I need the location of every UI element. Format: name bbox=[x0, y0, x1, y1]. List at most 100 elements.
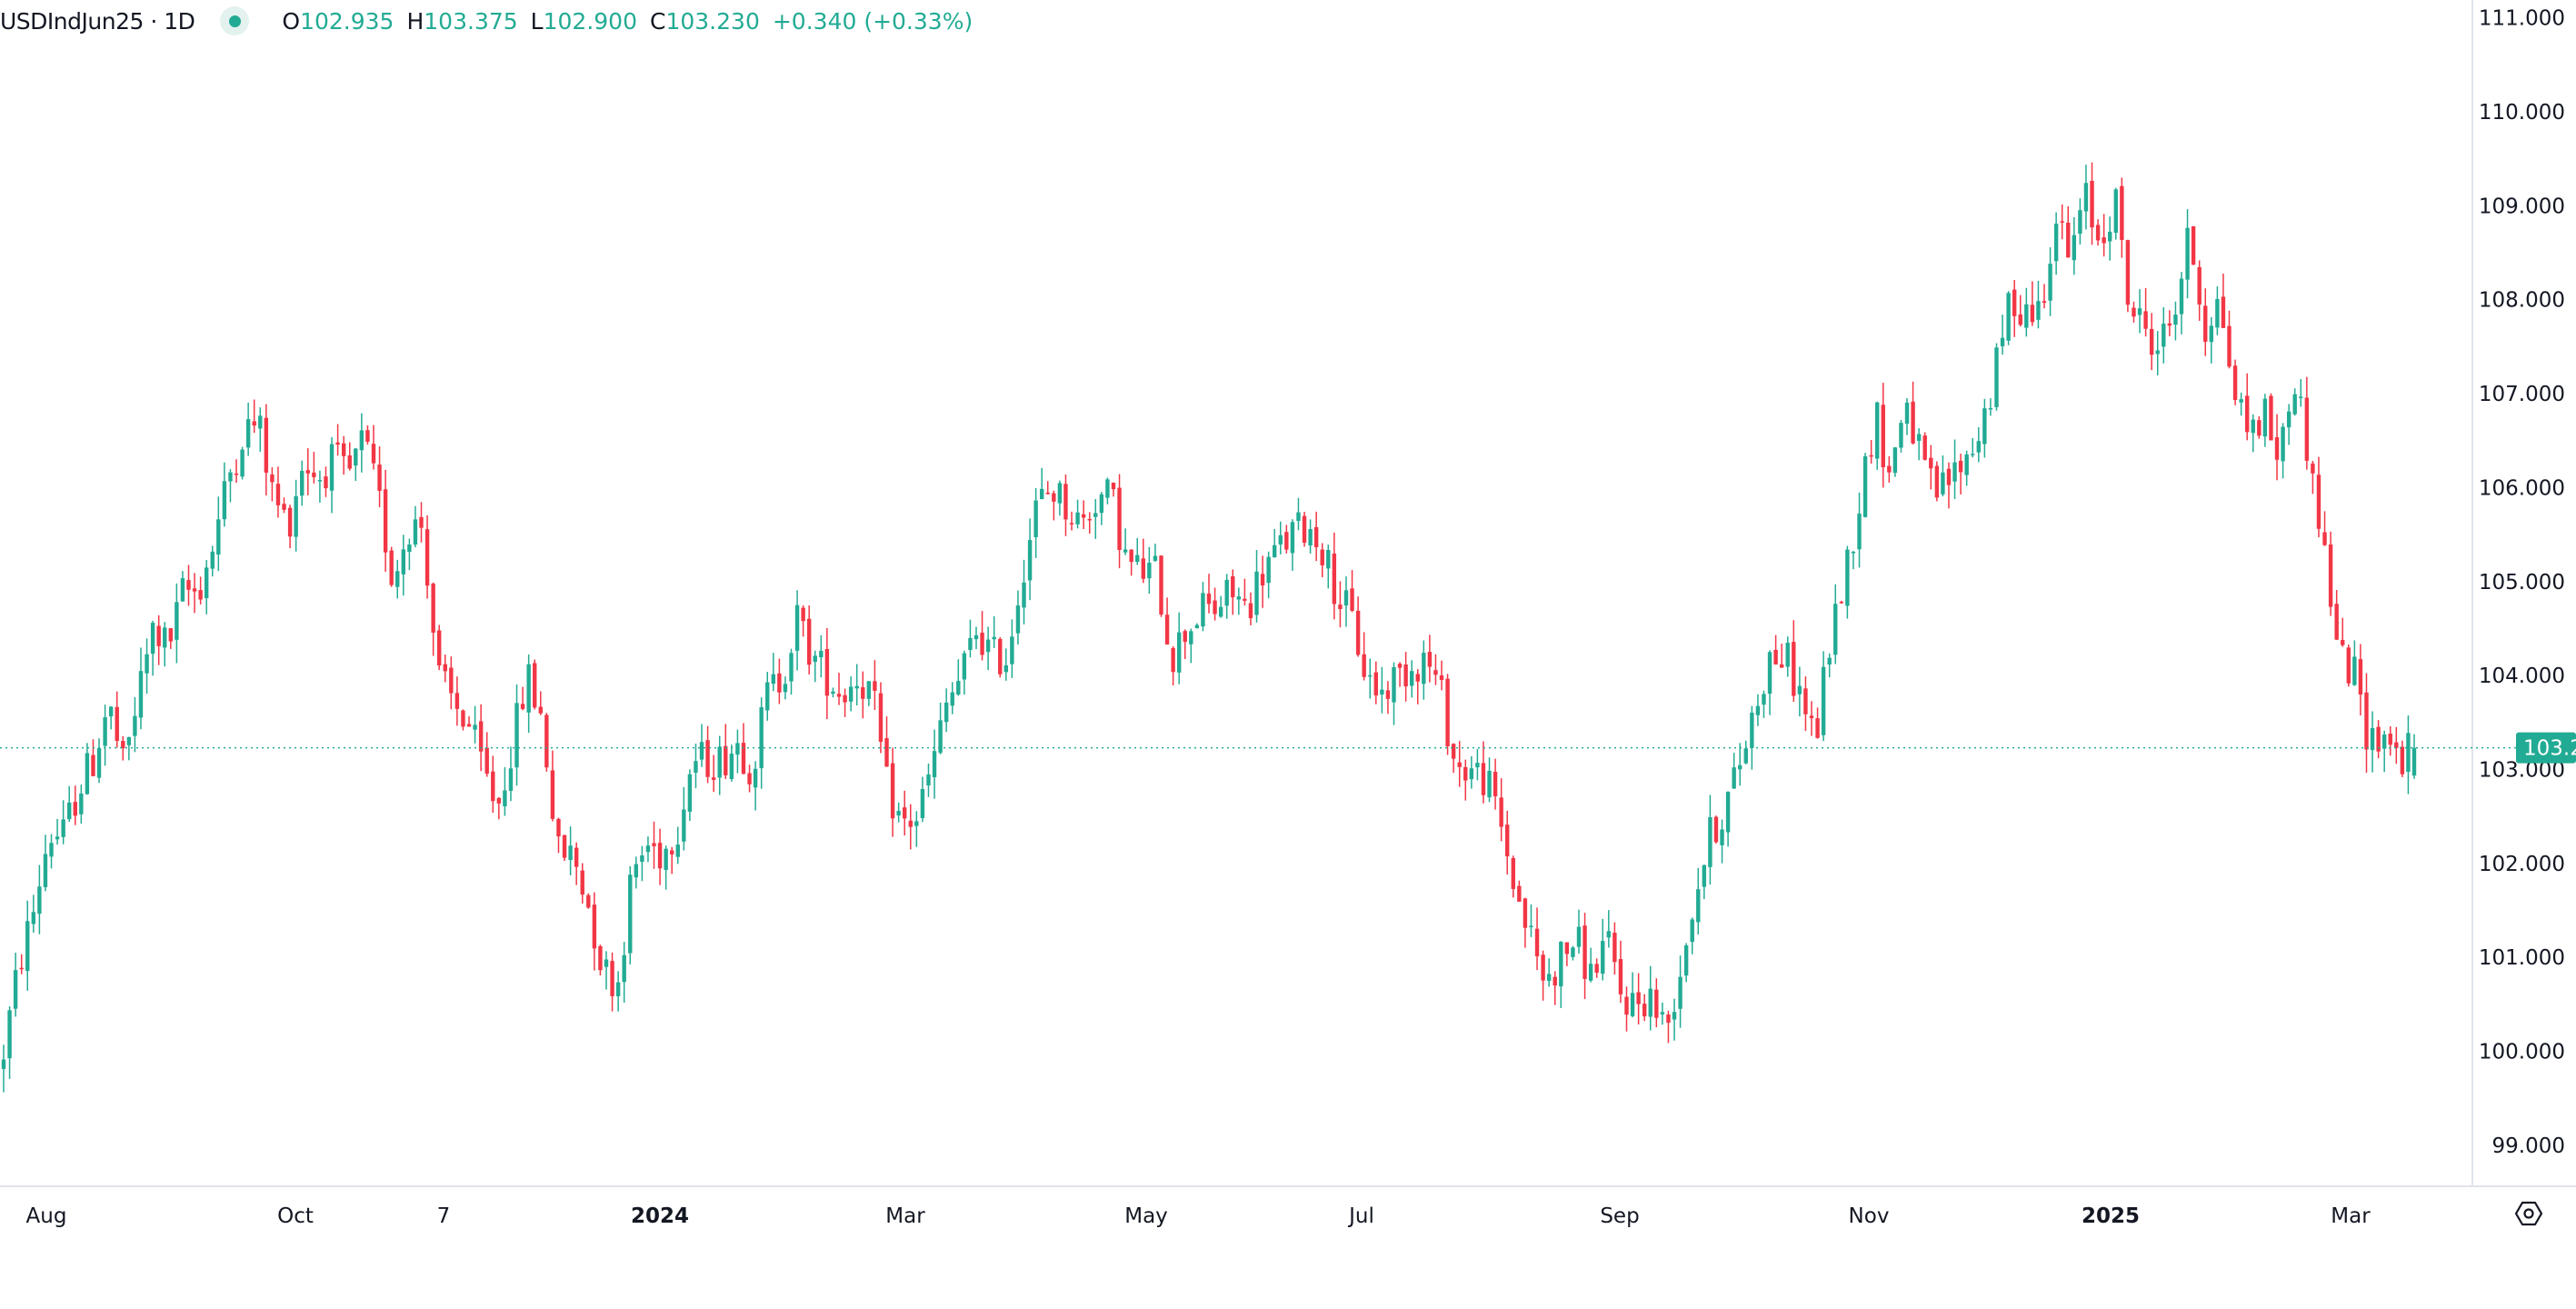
candle bbox=[514, 684, 519, 786]
candle-body bbox=[1827, 657, 1832, 664]
candle bbox=[198, 576, 203, 605]
candle-body bbox=[1481, 763, 1486, 795]
candle-body bbox=[413, 519, 418, 545]
candle-body bbox=[973, 635, 979, 640]
candle bbox=[1636, 973, 1641, 1024]
candle bbox=[1254, 550, 1259, 623]
candle bbox=[1493, 758, 1498, 810]
candle bbox=[234, 459, 239, 484]
candle-body bbox=[843, 694, 847, 703]
candle bbox=[1988, 398, 1993, 416]
candle-body bbox=[1224, 579, 1229, 606]
candle bbox=[1057, 480, 1063, 516]
candle bbox=[1343, 576, 1349, 627]
candle-body bbox=[7, 1010, 12, 1059]
candle-body bbox=[556, 818, 561, 837]
candle-body bbox=[1248, 603, 1253, 619]
candle bbox=[1762, 690, 1766, 718]
candle bbox=[1576, 909, 1582, 954]
candle bbox=[843, 688, 847, 717]
candle bbox=[926, 764, 931, 797]
candle-body bbox=[705, 740, 710, 777]
candle bbox=[329, 436, 334, 514]
candle-body bbox=[2120, 185, 2124, 240]
candle bbox=[538, 691, 543, 715]
candle-body bbox=[884, 738, 889, 767]
candle bbox=[2078, 198, 2082, 245]
candle-body bbox=[1033, 500, 1038, 537]
candle bbox=[1385, 681, 1391, 714]
candle-body bbox=[503, 790, 507, 807]
candle bbox=[1612, 922, 1617, 975]
candle-body bbox=[992, 636, 996, 640]
price-tick-label: 108.000 bbox=[2479, 289, 2565, 313]
candle bbox=[2137, 289, 2142, 334]
candle bbox=[1069, 511, 1074, 531]
candle-body bbox=[1063, 484, 1068, 520]
candle bbox=[1845, 545, 1850, 619]
candle-body bbox=[287, 507, 293, 537]
candle bbox=[1922, 432, 1927, 461]
candle bbox=[2060, 204, 2064, 240]
candle bbox=[2364, 673, 2369, 774]
candle-body bbox=[1773, 649, 1778, 664]
time-axis[interactable]: Aug Oct 7 2024 Mar May Jul Sep Nov 2025 Mar bbox=[26, 1204, 2371, 1228]
candle bbox=[31, 894, 36, 933]
candle-body bbox=[1851, 551, 1856, 554]
candle-body bbox=[908, 820, 913, 827]
candle bbox=[1660, 1002, 1665, 1025]
candle-body bbox=[1499, 797, 1503, 827]
candle bbox=[1534, 907, 1540, 971]
candle-body bbox=[1099, 494, 1104, 514]
candle-body bbox=[789, 653, 794, 682]
candle bbox=[1738, 743, 1742, 786]
candle bbox=[1326, 545, 1331, 589]
gear-icon[interactable] bbox=[2514, 1199, 2543, 1228]
candle-body bbox=[478, 721, 484, 752]
candle bbox=[175, 583, 179, 664]
candle-body bbox=[1433, 670, 1438, 675]
candle-body bbox=[1373, 672, 1379, 695]
candle-body bbox=[806, 618, 812, 665]
candle bbox=[806, 605, 812, 674]
market-status-icon[interactable] bbox=[220, 6, 250, 35]
candle-body bbox=[1164, 615, 1170, 645]
candle bbox=[305, 448, 310, 495]
candle bbox=[2149, 313, 2154, 371]
candle bbox=[973, 626, 979, 650]
candle bbox=[866, 681, 872, 706]
candle bbox=[1767, 650, 1772, 715]
symbol-title[interactable]: USDIndJun25 · 1D bbox=[0, 7, 195, 35]
candle-body bbox=[2215, 298, 2220, 328]
candle-body bbox=[2072, 235, 2077, 261]
candle bbox=[1278, 521, 1283, 555]
candle bbox=[2066, 205, 2071, 258]
candle-body bbox=[1899, 423, 1903, 448]
candle-body bbox=[240, 449, 245, 477]
candle bbox=[2012, 279, 2017, 337]
candle bbox=[324, 466, 328, 497]
candle-body bbox=[2334, 604, 2339, 640]
candle-body bbox=[305, 470, 310, 474]
candle bbox=[1475, 748, 1480, 781]
candle bbox=[2370, 711, 2375, 773]
candle-body bbox=[1546, 974, 1552, 982]
candle bbox=[449, 656, 454, 710]
candle bbox=[431, 582, 435, 656]
candle-body bbox=[1010, 636, 1014, 664]
candle bbox=[1439, 660, 1444, 691]
price-axis[interactable]: 111.000 110.000 109.000 108.000 107.000 106.0… bbox=[2479, 7, 2565, 1158]
candle-body bbox=[1517, 885, 1522, 902]
candle-body bbox=[210, 551, 215, 569]
candle-body bbox=[108, 706, 114, 717]
candle bbox=[861, 671, 865, 719]
candle bbox=[848, 676, 854, 712]
candle-body bbox=[777, 673, 782, 693]
candle-body bbox=[2102, 237, 2106, 244]
candle bbox=[2006, 291, 2011, 345]
candle bbox=[216, 496, 221, 572]
candle bbox=[55, 818, 60, 845]
candle bbox=[365, 425, 370, 445]
candle-body bbox=[675, 844, 680, 857]
